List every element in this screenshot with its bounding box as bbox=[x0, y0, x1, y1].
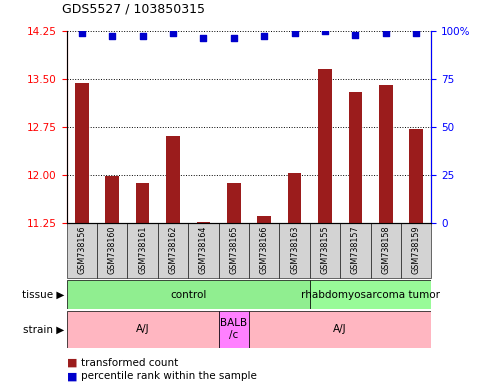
Point bbox=[169, 30, 177, 36]
Bar bbox=[158, 223, 188, 278]
Bar bbox=[288, 173, 301, 223]
Point bbox=[352, 31, 359, 38]
Text: ■: ■ bbox=[67, 358, 77, 368]
Bar bbox=[67, 311, 218, 348]
Bar bbox=[67, 280, 310, 309]
Bar bbox=[310, 280, 431, 309]
Text: A/J: A/J bbox=[136, 324, 149, 334]
Bar bbox=[257, 216, 271, 223]
Text: GSM738162: GSM738162 bbox=[169, 225, 177, 274]
Bar bbox=[349, 91, 362, 223]
Bar bbox=[166, 136, 180, 223]
Bar bbox=[409, 129, 423, 223]
Bar bbox=[249, 223, 280, 278]
Bar bbox=[75, 83, 89, 223]
Text: GSM738163: GSM738163 bbox=[290, 225, 299, 274]
Bar bbox=[67, 223, 97, 278]
Point bbox=[230, 35, 238, 41]
Bar bbox=[188, 223, 218, 278]
Bar bbox=[379, 85, 392, 223]
Bar bbox=[280, 223, 310, 278]
Bar bbox=[249, 311, 431, 348]
Text: GSM738160: GSM738160 bbox=[107, 225, 117, 274]
Bar bbox=[218, 223, 249, 278]
Point bbox=[139, 33, 146, 40]
Text: control: control bbox=[170, 290, 207, 300]
Text: GDS5527 / 103850315: GDS5527 / 103850315 bbox=[62, 2, 205, 15]
Text: BALB
/c: BALB /c bbox=[220, 318, 247, 340]
Bar bbox=[310, 223, 340, 278]
Text: GSM738156: GSM738156 bbox=[77, 225, 86, 274]
Text: GSM738165: GSM738165 bbox=[229, 225, 238, 274]
Bar bbox=[127, 223, 158, 278]
Point bbox=[321, 28, 329, 34]
Point bbox=[78, 30, 86, 36]
Text: transformed count: transformed count bbox=[81, 358, 178, 368]
Point bbox=[382, 30, 389, 36]
Text: strain ▶: strain ▶ bbox=[23, 324, 64, 334]
Bar bbox=[340, 223, 371, 278]
Bar bbox=[106, 176, 119, 223]
Bar bbox=[218, 311, 249, 348]
Text: tissue ▶: tissue ▶ bbox=[22, 290, 64, 300]
Text: rhabdomyosarcoma tumor: rhabdomyosarcoma tumor bbox=[301, 290, 440, 300]
Text: GSM738166: GSM738166 bbox=[260, 225, 269, 274]
Point bbox=[260, 33, 268, 40]
Text: GSM738164: GSM738164 bbox=[199, 225, 208, 274]
Bar bbox=[318, 69, 332, 223]
Text: GSM738157: GSM738157 bbox=[351, 225, 360, 274]
Bar bbox=[136, 183, 149, 223]
Point bbox=[108, 33, 116, 40]
Text: percentile rank within the sample: percentile rank within the sample bbox=[81, 371, 257, 381]
Point bbox=[291, 30, 299, 36]
Bar bbox=[227, 183, 241, 223]
Text: GSM738155: GSM738155 bbox=[320, 225, 329, 274]
Text: A/J: A/J bbox=[333, 324, 347, 334]
Point bbox=[412, 30, 420, 36]
Point bbox=[199, 35, 208, 41]
Bar bbox=[371, 223, 401, 278]
Text: ■: ■ bbox=[67, 371, 77, 381]
Text: GSM738161: GSM738161 bbox=[138, 225, 147, 274]
Bar bbox=[401, 223, 431, 278]
Bar bbox=[97, 223, 127, 278]
Text: GSM738159: GSM738159 bbox=[412, 225, 421, 274]
Text: GSM738158: GSM738158 bbox=[381, 225, 390, 274]
Bar bbox=[197, 222, 210, 223]
